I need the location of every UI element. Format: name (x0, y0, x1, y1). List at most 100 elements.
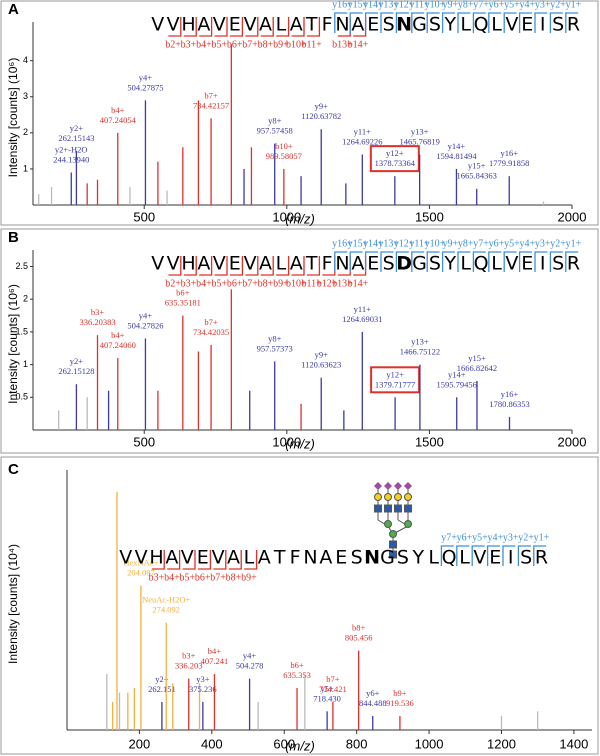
residue: S (429, 14, 441, 36)
mz-label: 1466.75122 (400, 347, 440, 357)
residue: F (290, 547, 301, 569)
y-bracket (411, 12, 425, 33)
mz-label: 274.092 (152, 605, 180, 615)
y-bracket (426, 12, 440, 33)
residue: V (505, 253, 518, 275)
residue: L (459, 547, 470, 569)
b-ion-label: b5+ (211, 278, 227, 289)
mz-label: 1594.81494 (436, 151, 477, 161)
mz-label: 734.42035 (193, 327, 229, 337)
y-bracket (441, 12, 455, 33)
b-ion-label: b13+ (332, 278, 353, 289)
residue: S (383, 14, 395, 36)
residue: E (197, 547, 209, 569)
b-bracket (276, 17, 290, 37)
b-bracket (183, 256, 197, 276)
y-axis-title: Intensity [counts] (10⁶) (6, 58, 20, 178)
residue: S (429, 253, 441, 275)
residue: A (227, 547, 240, 569)
b-ion-label: b10+ (286, 39, 307, 50)
y-bracket (534, 12, 548, 33)
b-bracket (307, 17, 321, 37)
x-tick-label: 1500 (415, 209, 444, 224)
b-ion-label: b5+ (211, 39, 227, 50)
residue: A (258, 547, 271, 569)
residue: E (367, 14, 379, 36)
highlight-box (370, 366, 421, 394)
ion-label: b9+ (393, 688, 407, 698)
ion-label: y12+ (386, 148, 404, 158)
ion-label: y2+ (70, 356, 84, 366)
y-bracket (334, 251, 348, 272)
mz-label: 1120.63623 (301, 360, 341, 370)
residue: E (229, 14, 241, 36)
ion-label: y3+ (196, 674, 210, 684)
y-ion-label: y10+ (425, 238, 446, 249)
y-ion-label: y5+ (504, 0, 520, 10)
x-axis-title: (m/z) (285, 211, 315, 226)
y-bracket (517, 545, 531, 566)
b-bracket (230, 17, 244, 37)
ion-label: y16+ (501, 389, 519, 399)
mz-label: 734.421 (319, 684, 347, 694)
residue: V (151, 253, 164, 275)
ion-label: y6+ (366, 688, 380, 698)
y-bracket (565, 251, 579, 272)
mz-label: 919.536 (386, 698, 414, 708)
ion-label: y12+ (386, 369, 404, 379)
y-axis-title: Intensity [counts] (10⁴) (6, 544, 20, 664)
residue: A (290, 253, 303, 275)
panel-frame (0, 228, 599, 454)
ion-label: b4+ (111, 105, 125, 115)
residue: Q (474, 253, 489, 275)
b-ion-label: b3+ (181, 39, 197, 50)
ion-label: y8+ (268, 116, 282, 126)
b-ion-label: b2+ (165, 278, 181, 289)
b-bracket (213, 550, 227, 570)
residue: R (535, 547, 548, 569)
b-ion-label: b6+ (195, 572, 211, 583)
y-bracket (457, 251, 471, 272)
residue: V (119, 547, 132, 569)
x-tick-label: 500 (133, 209, 155, 224)
y-bracket (534, 251, 548, 272)
b-bracket (214, 17, 228, 37)
ion-label: y4+ (243, 651, 257, 661)
ion-label: b6+ (176, 288, 190, 298)
residue: S (383, 253, 395, 275)
y-ion-label: y11+ (409, 0, 430, 10)
mz-label: 407.24054 (100, 115, 137, 125)
ion-label: y8+ (268, 333, 282, 343)
mz-label: 262.15143 (58, 133, 94, 143)
mz-label: 504.27826 (127, 320, 163, 330)
mz-label: 375.236 (189, 684, 217, 694)
y-ion-label: y7+ (473, 0, 489, 10)
mz-label: 734.42157 (193, 100, 229, 110)
b-ion-label: b7+ (242, 39, 258, 50)
residue: A (290, 14, 303, 36)
b-ion-label: b11+ (302, 278, 323, 289)
y-tick-label: 4 (23, 55, 28, 65)
y-bracket (488, 12, 502, 33)
y-bracket (549, 12, 563, 33)
mz-label: 635.35181 (165, 298, 201, 308)
x-tick-label: 1400 (559, 736, 588, 751)
y-bracket (488, 251, 502, 272)
residue: V (151, 14, 164, 36)
residue: H (181, 14, 195, 36)
b-ion-label: b14+ (348, 39, 369, 50)
b-ion-label: b3+ (181, 278, 197, 289)
b-ion-label: b4+ (196, 278, 212, 289)
x-tick-label: 1500 (415, 434, 444, 449)
ion-label: y11+ (354, 304, 371, 314)
y-ion-label: y12+ (394, 0, 415, 10)
y-tick-label: 1 (23, 359, 28, 369)
residue: G (380, 547, 395, 569)
y-bracket (533, 545, 547, 566)
residue: A (259, 253, 272, 275)
residue: A (197, 253, 210, 275)
y-bracket (334, 12, 348, 33)
panel-frame (0, 0, 599, 226)
x-tick-label: 200 (129, 736, 151, 751)
